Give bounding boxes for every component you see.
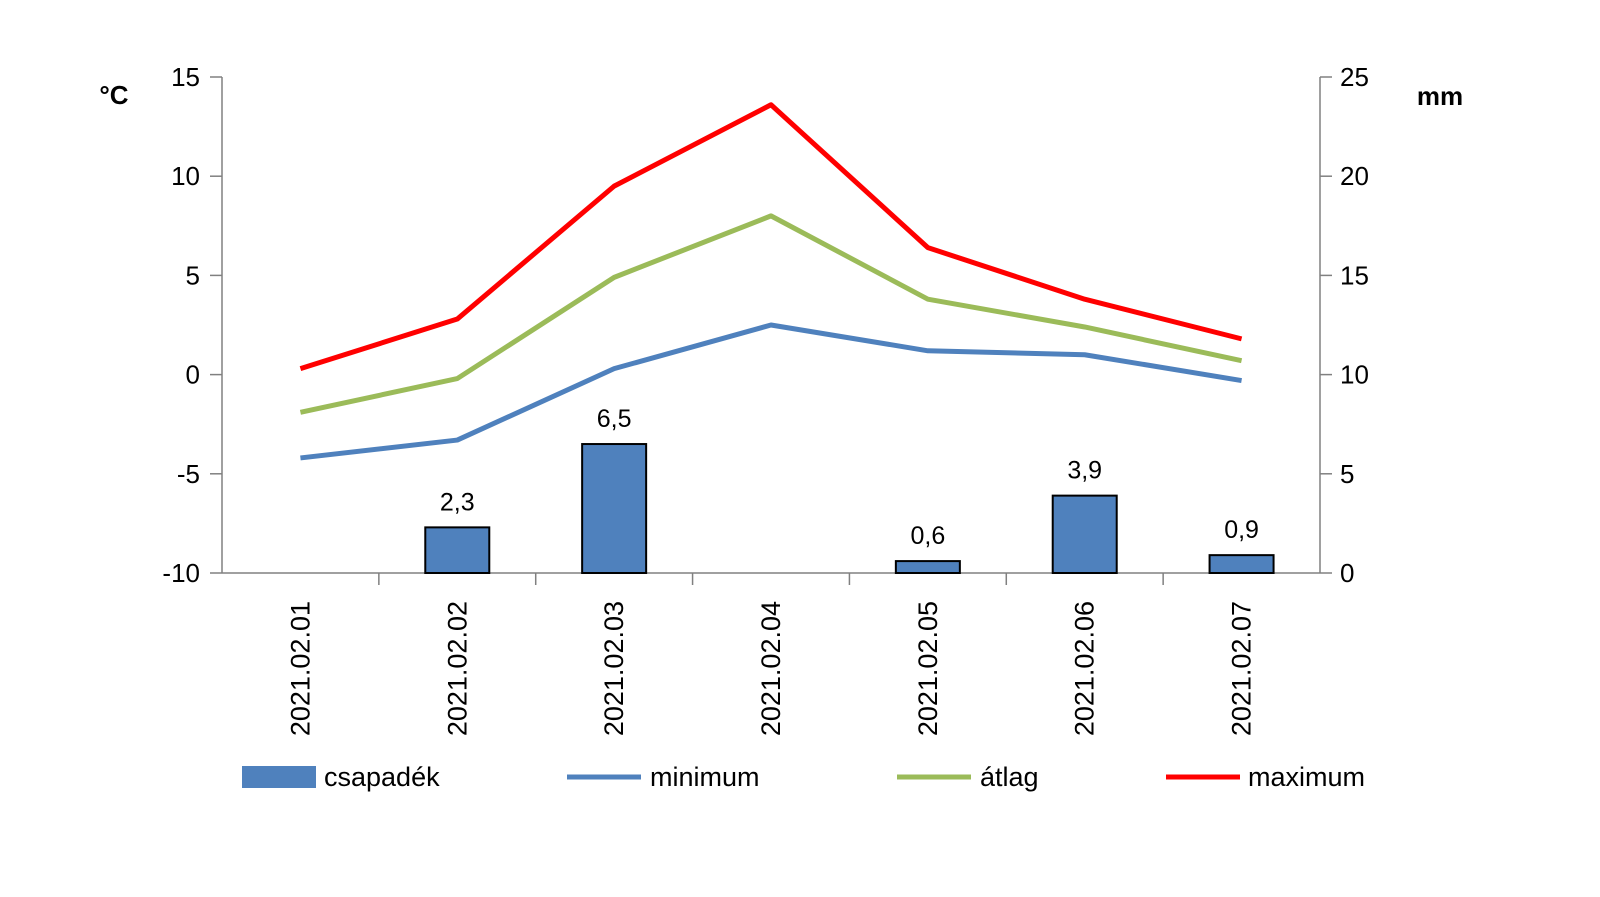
legend-label-bars: csapadék	[324, 762, 440, 792]
left-tick-label: -5	[177, 459, 200, 489]
x-category-label: 2021.02.07	[1227, 601, 1257, 736]
bar	[1051, 494, 1118, 574]
right-tick-label: 25	[1340, 62, 1369, 92]
legend-swatch-bars	[242, 766, 316, 788]
legend-label-átlag: átlag	[980, 762, 1039, 792]
left-tick-label: 15	[171, 62, 200, 92]
x-category-label: 2021.02.01	[285, 601, 315, 736]
right-tick-label: 20	[1340, 161, 1369, 191]
x-category-label: 2021.02.06	[1070, 601, 1100, 736]
right-tick-label: 0	[1340, 558, 1354, 588]
x-category-label: 2021.02.04	[756, 601, 786, 736]
legend-label-maximum: maximum	[1248, 762, 1365, 792]
legend: csapadék minimum átlag maximum	[242, 762, 1365, 792]
bar	[581, 443, 648, 575]
x-category-label: 2021.02.02	[442, 601, 472, 736]
bar-data-label: 3,9	[1067, 457, 1102, 485]
left-tick-label: 5	[186, 260, 200, 290]
bar-data-label: 0,6	[910, 522, 945, 550]
x-category-label: 2021.02.05	[913, 601, 943, 736]
left-axis-unit: °C	[99, 80, 128, 110]
bar	[1208, 554, 1275, 574]
bar	[894, 560, 961, 575]
right-tick-label: 15	[1340, 260, 1369, 290]
series-line-minimum	[300, 322, 1242, 461]
left-tick-label: 0	[186, 360, 200, 390]
bar-data-label: 6,5	[597, 405, 632, 433]
left-tick-label: 10	[171, 161, 200, 191]
x-category-label: 2021.02.03	[599, 601, 629, 736]
bar-data-label: 2,3	[440, 488, 475, 516]
legend-label-minimum: minimum	[650, 762, 760, 792]
series-line-átlag	[299, 213, 1243, 415]
bar	[424, 526, 491, 574]
bar-data-label: 0,9	[1224, 516, 1259, 544]
left-tick-label: -10	[162, 558, 200, 588]
right-tick-label: 5	[1340, 459, 1354, 489]
right-tick-label: 10	[1340, 360, 1369, 390]
right-axis-unit: mm	[1417, 81, 1463, 111]
series-line-maximum	[299, 102, 1243, 372]
